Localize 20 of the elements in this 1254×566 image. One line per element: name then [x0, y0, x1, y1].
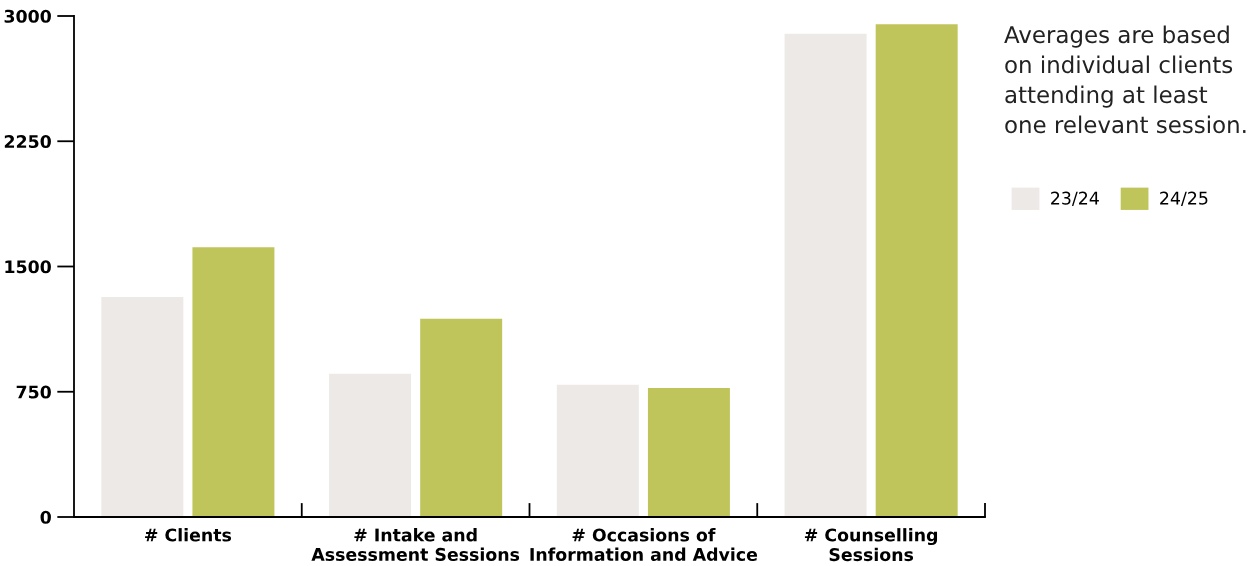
bar	[875, 24, 958, 517]
x-tick-label: # Clients	[145, 528, 232, 542]
y-tick-label: 750	[16, 385, 51, 399]
x-tick-label: # Counselling Sessions	[804, 528, 938, 562]
bar	[101, 297, 184, 517]
y-tick-label: 2250	[4, 134, 51, 149]
y-tick-label: 3000	[4, 9, 51, 23]
legend-label: 23/24	[1051, 191, 1099, 207]
text: Averages are based on individual clients attending at least one relevant session.	[1004, 25, 1246, 134]
legend-label: 24/25	[1160, 191, 1208, 207]
bar	[784, 33, 867, 517]
x-tick-label: # Occasions of Information and Advice	[530, 528, 758, 561]
bar	[556, 384, 639, 517]
x-tick-label: # Intake and Assessment Sessions	[311, 528, 520, 561]
y-tick-label: 1500	[5, 260, 51, 274]
y-tick-label: 0	[40, 510, 51, 524]
bar	[647, 387, 730, 517]
bar	[420, 318, 503, 517]
bar	[192, 247, 275, 517]
bar	[329, 373, 412, 517]
